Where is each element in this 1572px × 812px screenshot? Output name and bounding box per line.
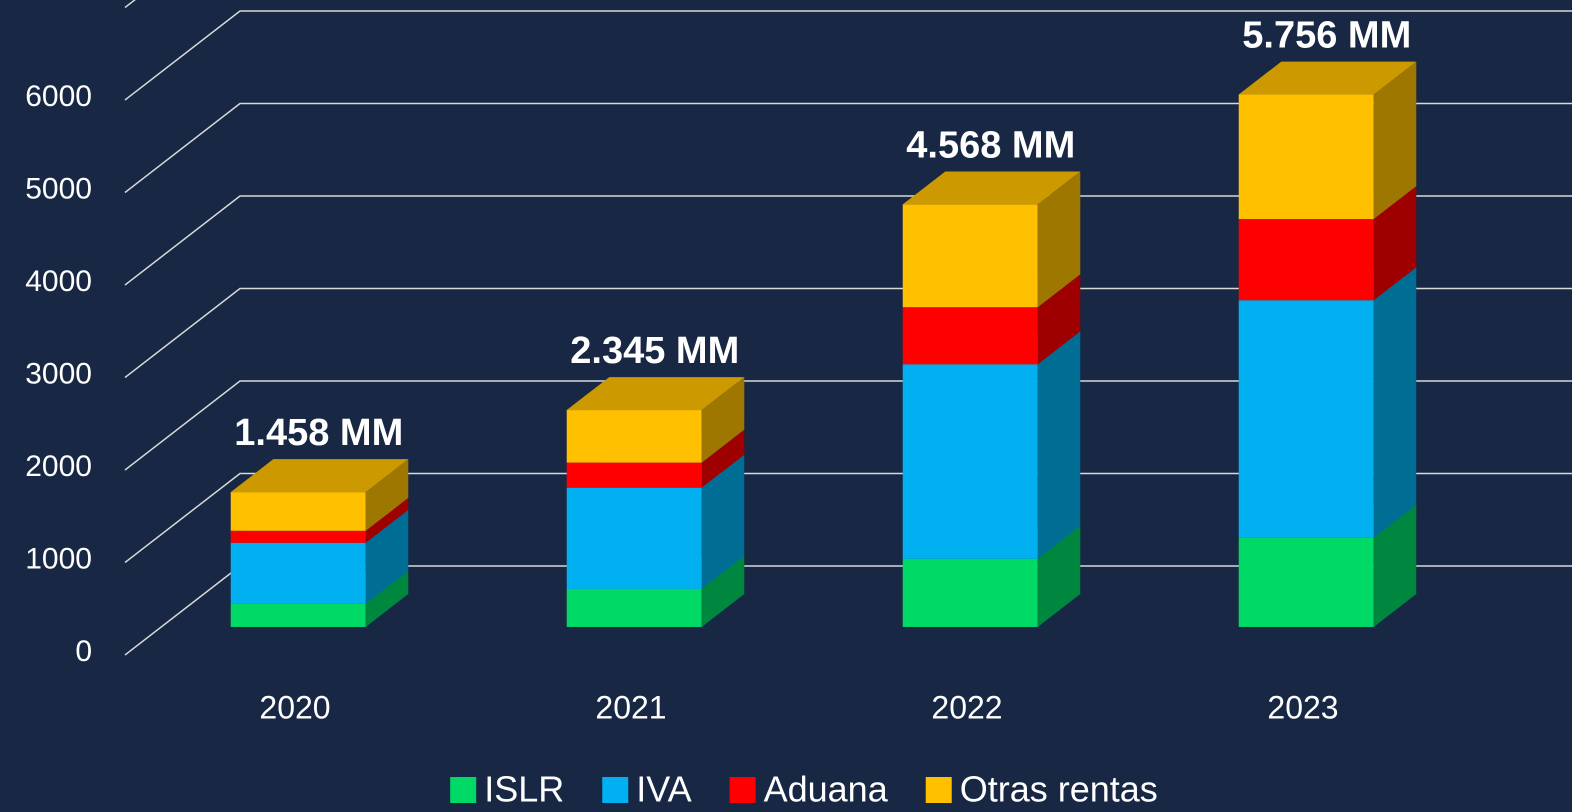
- legend-label: Otras rentas: [960, 769, 1158, 810]
- bar-front: [566, 487, 702, 589]
- y-tick-label: 4000: [25, 265, 92, 298]
- bar-front: [230, 603, 366, 627]
- bar-front: [1238, 300, 1374, 538]
- bar-side: [365, 459, 409, 531]
- x-tick-label: 2021: [595, 689, 666, 725]
- bar-side: [1037, 274, 1081, 365]
- bar-side: [1373, 267, 1417, 538]
- grid-line: [124, 102, 1572, 194]
- bar-side: [365, 570, 409, 627]
- bar-side: [1373, 61, 1417, 220]
- bar-side: [1037, 171, 1081, 308]
- x-tick-label: 2022: [931, 689, 1002, 725]
- bar-side: [701, 454, 745, 589]
- bar-side: [1373, 504, 1417, 627]
- bar-front: [902, 364, 1038, 559]
- bar-top: [902, 171, 1081, 205]
- bar-side: [701, 429, 745, 488]
- legend-swatch: [729, 777, 756, 803]
- bar-front: [566, 410, 702, 463]
- bar-front: [230, 530, 366, 543]
- bar-side: [365, 497, 409, 543]
- legend-swatch: [450, 777, 477, 803]
- legend-label: ISLR: [484, 769, 564, 810]
- bar-front: [566, 588, 702, 627]
- legend-swatch: [602, 777, 629, 803]
- bar-front: [1238, 537, 1374, 627]
- grid-line: [124, 195, 1572, 286]
- bar-side: [1373, 186, 1417, 301]
- grid-line: [124, 287, 1572, 379]
- bar-top: [1238, 61, 1417, 95]
- bar-top: [230, 459, 409, 493]
- total-label: 1.458 MM: [234, 412, 403, 454]
- bar-side: [1037, 525, 1081, 627]
- legend-label: Aduana: [764, 769, 889, 810]
- bar-front: [566, 462, 702, 488]
- bar-front: [902, 204, 1038, 308]
- bar-front: [902, 558, 1038, 627]
- x-tick-label: 2023: [1267, 689, 1338, 725]
- grid-line: [124, 10, 1572, 101]
- x-tick-label: 2020: [259, 689, 330, 725]
- bar-front: [230, 492, 366, 531]
- total-label: 4.568 MM: [906, 125, 1075, 167]
- bar-front: [230, 542, 366, 604]
- bar-front: [902, 307, 1038, 365]
- y-tick-label: 6000: [25, 80, 92, 113]
- total-label: 5.756 MM: [1242, 15, 1411, 57]
- total-label: 2.345 MM: [570, 330, 739, 372]
- grid-line: [124, 380, 1572, 471]
- y-tick-label: 0: [75, 635, 92, 668]
- legend-label: IVA: [636, 769, 691, 810]
- bar-front: [1238, 94, 1374, 220]
- y-tick-label: 5000: [25, 172, 92, 205]
- y-tick-label: 2000: [25, 450, 92, 483]
- grid-line: [124, 0, 136, 9]
- bar-side: [701, 377, 745, 463]
- bar-side: [701, 555, 745, 627]
- grid-line: [124, 472, 1572, 564]
- bar-side: [1037, 331, 1081, 559]
- y-tick-label: 1000: [25, 542, 92, 575]
- bar-side: [365, 509, 409, 604]
- bar-top: [566, 377, 745, 411]
- y-tick-label: 3000: [25, 357, 92, 390]
- legend-swatch: [925, 777, 952, 803]
- bar-front: [1238, 219, 1374, 301]
